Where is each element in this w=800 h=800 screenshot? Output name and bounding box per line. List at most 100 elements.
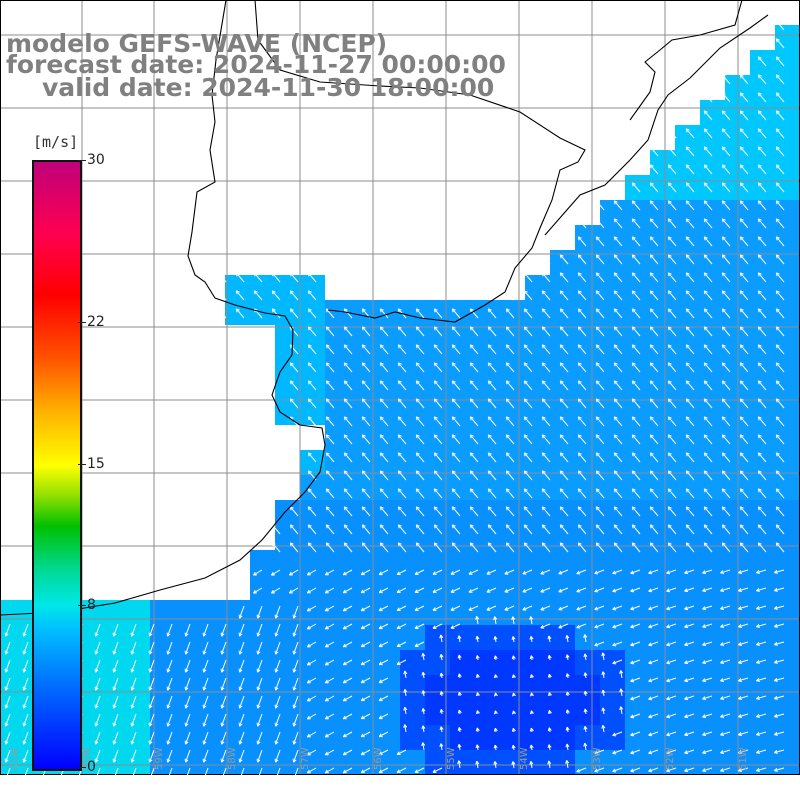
wind-arrow-head — [631, 308, 636, 313]
wind-arrow-head — [667, 542, 672, 547]
wind-arrow-head — [649, 146, 654, 151]
speed-cell — [600, 300, 625, 325]
wind-arrow-head — [666, 660, 671, 665]
wind-arrow — [149, 749, 155, 763]
speed-cell — [625, 425, 650, 450]
wind-arrow-head — [289, 524, 294, 529]
wind-arrow-head — [4, 704, 9, 709]
wind-arrow-head — [667, 290, 672, 295]
wind-arrow-head — [361, 398, 366, 403]
wind-arrow — [239, 767, 245, 781]
speed-cell — [775, 125, 800, 150]
wind-arrow — [667, 308, 677, 319]
wind-arrow-head — [613, 362, 618, 367]
wind-arrow-head — [648, 768, 653, 773]
wind-arrow-head — [220, 740, 225, 745]
wind-arrow-head — [685, 290, 690, 295]
wind-arrow — [342, 713, 353, 720]
wind-arrow — [775, 56, 785, 67]
wind-arrow — [613, 218, 623, 229]
colorbar-tick-mark — [78, 321, 86, 323]
wind-arrow — [739, 362, 749, 373]
wind-arrow-head — [457, 691, 462, 696]
wind-arrow — [361, 488, 371, 499]
speed-cell — [600, 325, 625, 350]
wind-arrow-head — [504, 588, 509, 593]
wind-arrow-head — [475, 760, 480, 765]
wind-arrow-head — [505, 308, 510, 313]
wind-arrow — [721, 362, 731, 373]
wind-arrow — [257, 605, 263, 619]
wind-arrow-head — [166, 722, 171, 727]
speed-cell — [550, 375, 575, 400]
wind-arrow — [257, 641, 263, 655]
wind-arrow-head — [547, 710, 552, 714]
wind-arrow — [378, 587, 389, 594]
wind-arrow-head — [583, 742, 588, 747]
wind-arrow-head — [757, 398, 762, 403]
wind-arrow — [253, 290, 263, 301]
wind-arrow-head — [684, 678, 689, 683]
wind-arrow-head — [306, 661, 311, 666]
lon-label: 54W — [519, 747, 530, 770]
wind-arrow-head — [238, 650, 243, 655]
wind-arrow — [221, 749, 227, 763]
speed-cell — [325, 575, 350, 600]
wind-arrow-head — [559, 290, 564, 295]
speed-cell — [575, 350, 600, 375]
wind-arrow-head — [541, 272, 546, 277]
wind-arrow-head — [559, 398, 564, 403]
wind-arrow-head — [22, 632, 27, 637]
wind-arrow — [577, 272, 587, 283]
wind-arrow — [289, 398, 299, 409]
wind-arrow-head — [397, 470, 402, 475]
wind-arrow — [703, 524, 713, 535]
wind-arrow — [307, 695, 317, 702]
wind-arrow-head — [511, 674, 516, 679]
wind-arrow — [95, 713, 101, 727]
wind-arrow — [131, 623, 137, 637]
wind-arrow — [257, 767, 263, 781]
wind-arrow-head — [379, 308, 384, 313]
wind-arrow — [685, 416, 695, 427]
wind-arrow-head — [667, 272, 672, 277]
wind-arrow — [379, 290, 389, 301]
wind-arrow-head — [505, 362, 510, 367]
wind-arrow — [275, 641, 281, 655]
speed-cell — [750, 650, 775, 675]
wind-arrow — [505, 380, 515, 391]
wind-arrow-head — [630, 768, 635, 773]
wind-arrow-head — [631, 416, 636, 421]
wind-arrow — [203, 767, 209, 781]
wind-arrow-head — [541, 434, 546, 439]
speed-cell — [275, 350, 300, 375]
wind-arrow — [271, 308, 281, 319]
wind-arrow-head — [487, 470, 492, 475]
wind-arrow — [468, 605, 479, 611]
wind-arrow-head — [685, 128, 690, 133]
wind-arrow — [378, 659, 389, 666]
wind-arrow-head — [547, 654, 552, 659]
wind-arrow-head — [415, 434, 420, 439]
colorbar-tick-mark — [78, 160, 86, 161]
wind-arrow-head — [757, 146, 762, 151]
wind-arrow-head — [511, 636, 516, 640]
wind-arrow-head — [757, 182, 762, 187]
wind-arrow-head — [469, 380, 474, 385]
wind-arrow — [703, 236, 713, 247]
wind-arrow-head — [541, 344, 546, 349]
wind-arrow — [577, 218, 587, 229]
speed-cell — [275, 500, 300, 525]
wind-arrow-head — [324, 751, 329, 756]
wind-arrow — [293, 749, 299, 763]
wind-arrow-head — [289, 380, 294, 385]
wind-arrow-head — [361, 524, 366, 529]
wind-arrow — [167, 623, 173, 637]
wind-arrow-head — [558, 606, 563, 611]
wind-arrow-head — [256, 614, 261, 619]
wind-arrow — [667, 164, 677, 175]
wind-arrow — [577, 488, 587, 499]
speed-cell — [625, 400, 650, 425]
wind-arrow — [379, 380, 389, 391]
wind-arrow — [756, 749, 767, 754]
